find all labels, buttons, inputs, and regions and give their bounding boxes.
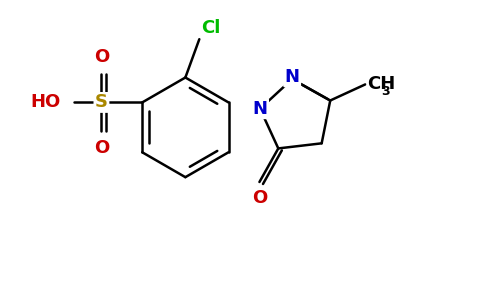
Text: HO: HO: [30, 93, 60, 111]
Text: 3: 3: [381, 85, 390, 98]
Text: N: N: [285, 68, 300, 86]
Text: O: O: [94, 48, 109, 66]
Text: CH: CH: [367, 75, 396, 93]
Text: S: S: [95, 93, 108, 111]
Text: O: O: [252, 189, 267, 207]
Text: N: N: [253, 100, 268, 118]
Text: O: O: [94, 139, 109, 157]
Text: Cl: Cl: [201, 19, 221, 37]
